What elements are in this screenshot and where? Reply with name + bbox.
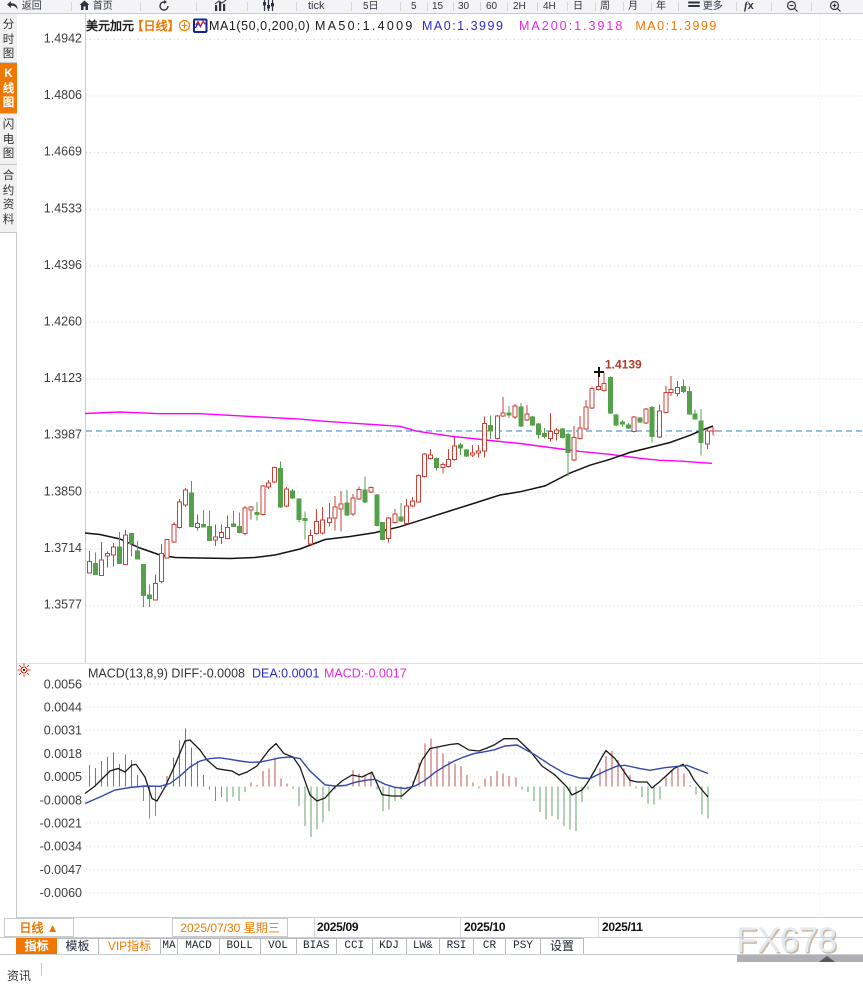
svg-text:1.4669: 1.4669 bbox=[44, 145, 82, 159]
svg-text:0.0056: 0.0056 bbox=[44, 677, 82, 691]
svg-text:MA0:1.3999: MA0:1.3999 bbox=[635, 19, 717, 33]
svg-text:1.4533: 1.4533 bbox=[44, 201, 82, 215]
svg-text:1.4139: 1.4139 bbox=[605, 358, 642, 372]
svg-text:-0.0034: -0.0034 bbox=[40, 840, 82, 854]
svg-text:1.4396: 1.4396 bbox=[44, 258, 82, 272]
svg-text:0.0031: 0.0031 bbox=[44, 724, 82, 738]
svg-text:美元加元: 美元加元 bbox=[86, 18, 134, 33]
svg-text:MA200:1.3918: MA200:1.3918 bbox=[519, 19, 624, 33]
svg-text:0.0044: 0.0044 bbox=[44, 701, 82, 715]
svg-text:MACD(13,8,9) DIFF:-0.0008: MACD(13,8,9) DIFF:-0.0008 bbox=[88, 667, 245, 681]
svg-text:【日线】: 【日线】 bbox=[132, 18, 180, 33]
svg-text:0.0005: 0.0005 bbox=[44, 770, 82, 784]
svg-text:-0.0060: -0.0060 bbox=[40, 886, 82, 900]
svg-text:-0.0008: -0.0008 bbox=[40, 793, 82, 807]
svg-text:-0.0047: -0.0047 bbox=[40, 863, 82, 877]
svg-text:MACD:-0.0017: MACD:-0.0017 bbox=[324, 667, 407, 681]
svg-text:1.3987: 1.3987 bbox=[44, 428, 82, 442]
svg-text:-0.0021: -0.0021 bbox=[40, 817, 82, 831]
svg-text:1.3850: 1.3850 bbox=[44, 484, 82, 498]
svg-text:MA50:1.4009: MA50:1.4009 bbox=[315, 19, 415, 33]
svg-text:MA1(50,0,200,0): MA1(50,0,200,0) bbox=[209, 19, 310, 33]
svg-text:1.4123: 1.4123 bbox=[44, 371, 82, 385]
svg-text:1.4260: 1.4260 bbox=[44, 315, 82, 329]
svg-text:1.3714: 1.3714 bbox=[44, 541, 82, 555]
svg-text:1.4806: 1.4806 bbox=[44, 88, 82, 102]
svg-text:MA0:1.3999: MA0:1.3999 bbox=[422, 19, 504, 33]
svg-text:0.0018: 0.0018 bbox=[44, 747, 82, 761]
svg-text:1.4942: 1.4942 bbox=[44, 32, 82, 46]
svg-text:DEA:0.0001: DEA:0.0001 bbox=[252, 667, 319, 681]
svg-text:1.3577: 1.3577 bbox=[44, 598, 82, 612]
